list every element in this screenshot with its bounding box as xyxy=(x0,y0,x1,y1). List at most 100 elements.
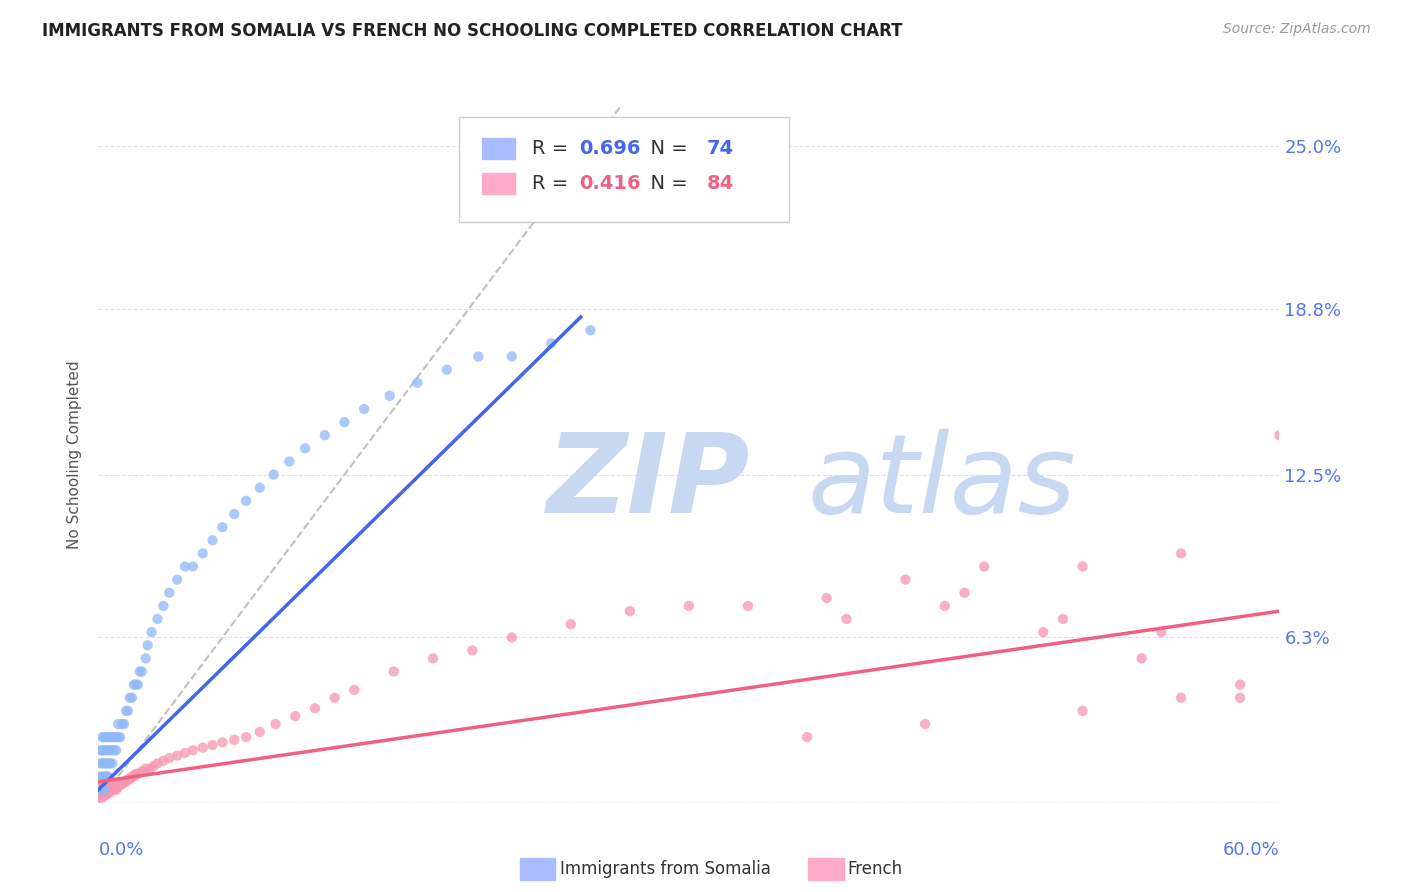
Text: IMMIGRANTS FROM SOMALIA VS FRENCH NO SCHOOLING COMPLETED CORRELATION CHART: IMMIGRANTS FROM SOMALIA VS FRENCH NO SCH… xyxy=(42,22,903,40)
Text: 0.696: 0.696 xyxy=(579,139,641,158)
Point xyxy=(125,767,148,781)
Point xyxy=(89,743,111,757)
Point xyxy=(112,774,135,789)
Point xyxy=(93,788,115,802)
Point xyxy=(579,323,602,337)
Point xyxy=(125,678,148,692)
Text: 0.416: 0.416 xyxy=(579,174,641,193)
FancyBboxPatch shape xyxy=(458,118,789,222)
Point xyxy=(560,617,582,632)
Y-axis label: No Schooling Completed: No Schooling Completed xyxy=(67,360,83,549)
Point xyxy=(107,717,129,731)
Point xyxy=(91,743,114,757)
Point xyxy=(166,573,188,587)
Point xyxy=(93,777,115,791)
Point xyxy=(914,717,936,731)
Point xyxy=(235,730,257,744)
Point xyxy=(249,481,271,495)
Point xyxy=(152,599,174,613)
Point xyxy=(89,780,111,794)
Point xyxy=(128,665,150,679)
Point xyxy=(224,732,246,747)
Text: R =: R = xyxy=(531,139,575,158)
Point xyxy=(1268,428,1291,442)
Point xyxy=(89,785,111,799)
Point xyxy=(1170,546,1192,560)
Point xyxy=(796,730,818,744)
Point xyxy=(127,678,149,692)
Point xyxy=(157,586,180,600)
Point xyxy=(181,743,204,757)
Point xyxy=(467,350,489,364)
Point xyxy=(91,790,114,805)
Point xyxy=(835,612,858,626)
Point xyxy=(98,774,121,789)
Point xyxy=(107,774,129,789)
FancyBboxPatch shape xyxy=(482,138,516,159)
Point xyxy=(1150,625,1173,640)
Point xyxy=(181,559,204,574)
Point xyxy=(278,454,301,468)
Text: 60.0%: 60.0% xyxy=(1223,841,1279,859)
Point xyxy=(118,772,141,787)
Point xyxy=(89,782,111,797)
Point xyxy=(146,612,169,626)
Point xyxy=(127,767,149,781)
Point xyxy=(540,336,562,351)
Point xyxy=(141,625,163,640)
Point xyxy=(304,701,326,715)
Point xyxy=(97,730,120,744)
Text: ZIP: ZIP xyxy=(547,429,751,536)
Point xyxy=(122,678,145,692)
Point xyxy=(98,780,121,794)
Point xyxy=(96,777,118,791)
Point xyxy=(619,604,641,618)
Point xyxy=(93,730,115,744)
Point xyxy=(138,762,160,776)
Point xyxy=(263,467,285,482)
Point xyxy=(103,743,125,757)
Point xyxy=(91,782,114,797)
Point xyxy=(91,730,114,744)
Point xyxy=(96,743,118,757)
Point xyxy=(93,782,115,797)
Point xyxy=(1071,559,1094,574)
Point xyxy=(103,730,125,744)
Point xyxy=(91,780,114,794)
Point xyxy=(122,770,145,784)
Point xyxy=(737,599,759,613)
Point xyxy=(117,772,139,787)
Point xyxy=(118,690,141,705)
Point xyxy=(97,770,120,784)
Point xyxy=(108,777,131,791)
Point xyxy=(115,774,138,789)
Point xyxy=(93,782,115,797)
Point xyxy=(97,774,120,789)
Point xyxy=(406,376,429,390)
Point xyxy=(131,764,153,779)
Point xyxy=(224,507,246,521)
Point xyxy=(294,442,316,456)
Point xyxy=(953,586,976,600)
Point xyxy=(174,746,197,760)
Point xyxy=(107,730,129,744)
Point xyxy=(235,494,257,508)
Text: Immigrants from Somalia: Immigrants from Somalia xyxy=(560,860,770,878)
Point xyxy=(1032,625,1054,640)
Point xyxy=(115,704,138,718)
FancyBboxPatch shape xyxy=(482,173,516,194)
Point xyxy=(97,780,120,794)
Point xyxy=(96,730,118,744)
Point xyxy=(101,782,124,797)
Point xyxy=(249,725,271,739)
Point xyxy=(101,743,124,757)
Point xyxy=(934,599,956,613)
Point xyxy=(201,533,224,548)
Point xyxy=(105,730,128,744)
Point xyxy=(152,754,174,768)
Point xyxy=(97,756,120,771)
Text: French: French xyxy=(848,860,903,878)
Point xyxy=(135,651,157,665)
Point xyxy=(191,740,214,755)
Point xyxy=(89,770,111,784)
